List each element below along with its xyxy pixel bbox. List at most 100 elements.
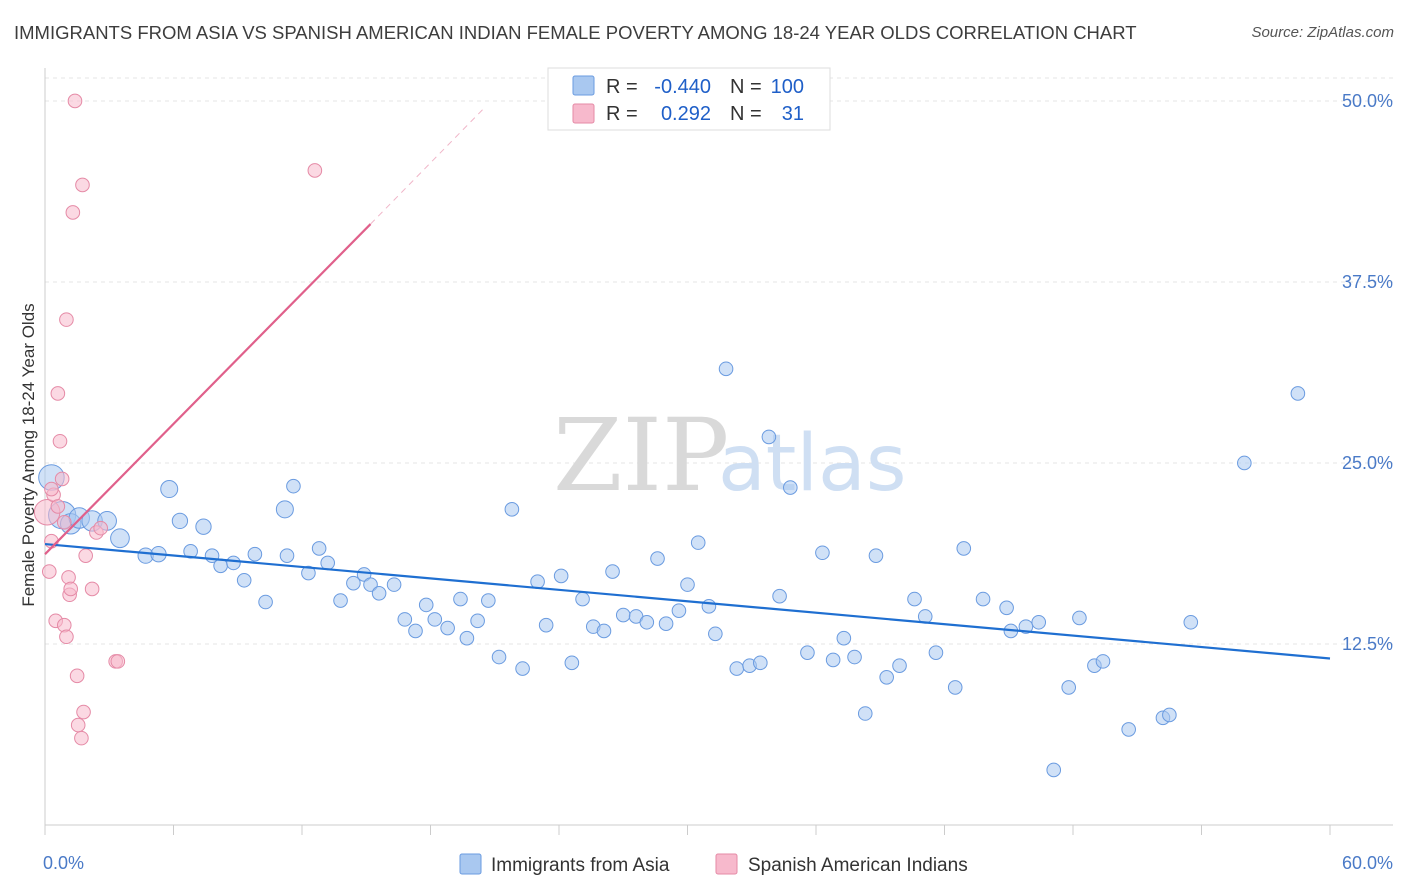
- point-immigrants-from-asia: [718, 361, 734, 377]
- point-immigrants-from-asia: [418, 597, 434, 613]
- point-immigrants-from-asia: [975, 591, 991, 607]
- legend-label-spanish-american-indians: Spanish American Indians: [748, 855, 968, 876]
- point-spanish-american-indians: [56, 515, 72, 530]
- point-immigrants-from-asia: [815, 545, 830, 561]
- point-spanish-american-indians: [76, 704, 91, 720]
- point-spanish-american-indians: [75, 177, 90, 193]
- point-immigrants-from-asia: [658, 616, 674, 632]
- point-spanish-american-indians: [41, 564, 57, 579]
- point-spanish-american-indians: [63, 581, 78, 597]
- point-spanish-american-indians: [78, 548, 93, 563]
- point-immigrants-from-asia: [226, 555, 241, 571]
- point-immigrants-from-asia: [453, 591, 468, 607]
- point-immigrants-from-asia: [596, 623, 612, 639]
- point-immigrants-from-asia: [195, 518, 212, 535]
- legend-n-value-spanish: 31: [782, 103, 804, 125]
- point-immigrants-from-asia: [279, 548, 295, 563]
- point-immigrants-from-asia: [311, 541, 327, 556]
- point-spanish-american-indians: [67, 93, 83, 109]
- point-immigrants-from-asia: [928, 645, 944, 660]
- x-tick-label: 60.0%: [1342, 853, 1393, 873]
- point-immigrants-from-asia: [236, 572, 252, 588]
- point-spanish-american-indians: [74, 730, 89, 746]
- point-immigrants-from-asia: [515, 661, 530, 676]
- watermark-zip: ZIP: [553, 397, 729, 514]
- y-tick-label: 50.0%: [1342, 91, 1393, 111]
- legend-swatch-asia: [572, 75, 595, 96]
- point-immigrants-from-asia: [729, 661, 745, 676]
- point-immigrants-from-asia: [836, 630, 852, 646]
- point-immigrants-from-asia: [650, 551, 665, 566]
- point-immigrants-from-asia: [868, 548, 884, 563]
- point-spanish-american-indians: [44, 481, 59, 497]
- grid-lines: [45, 77, 1393, 645]
- point-immigrants-from-asia: [615, 607, 631, 623]
- point-immigrants-from-asia: [1237, 455, 1252, 471]
- point-immigrants-from-asia: [564, 655, 580, 671]
- point-immigrants-from-asia: [553, 568, 569, 584]
- point-immigrants-from-asia: [440, 620, 455, 636]
- point-immigrants-from-asia: [1162, 707, 1177, 723]
- legend-box: [547, 67, 831, 131]
- point-immigrants-from-asia: [110, 528, 130, 549]
- point-spanish-american-indians: [93, 520, 108, 536]
- correlation-legend: R = -0.440 N = 100 R = 0.292 N = 31: [547, 67, 831, 131]
- legend-swatch-spanish: [572, 103, 595, 124]
- point-immigrants-from-asia: [371, 586, 387, 601]
- legend-r-label-asia: R =: [606, 76, 638, 98]
- y-tick-label: 12.5%: [1342, 634, 1393, 654]
- point-immigrants-from-asia: [639, 614, 655, 630]
- point-immigrants-from-asia: [275, 500, 294, 519]
- point-immigrants-from-asia: [907, 591, 922, 607]
- y-tick-labels: 12.5% 25.0% 37.5% 50.0%: [1342, 91, 1393, 654]
- legend-label-immigrants-from-asia: Immigrants from Asia: [491, 855, 670, 876]
- x-tick-label: 0.0%: [43, 853, 84, 873]
- point-immigrants-from-asia: [1046, 762, 1062, 778]
- point-immigrants-from-asia: [1290, 386, 1306, 401]
- legend-n-label-spanish: N =: [730, 103, 762, 125]
- legend-r-value-spanish: 0.292: [661, 103, 711, 125]
- point-immigrants-from-asia: [363, 577, 378, 592]
- point-immigrants-from-asia: [427, 612, 443, 627]
- point-immigrants-from-asia: [1095, 654, 1111, 669]
- trend-line-immigrants-from-asia: [44, 542, 1331, 660]
- point-spanish-american-indians: [59, 629, 74, 645]
- point-immigrants-from-asia: [800, 645, 815, 660]
- point-immigrants-from-asia: [783, 480, 798, 495]
- legend-n-value-asia: 100: [771, 76, 804, 98]
- point-spanish-american-indians: [110, 654, 126, 669]
- trend-line-spanish-american-indians: [44, 223, 372, 555]
- point-immigrants-from-asia: [286, 478, 301, 494]
- chart-source: Source: ZipAtlas.com: [1251, 24, 1394, 41]
- point-immigrants-from-asia: [397, 612, 413, 627]
- point-immigrants-from-asia: [1031, 614, 1047, 630]
- legend-swatch-immigrants-from-asia: [459, 853, 482, 875]
- point-immigrants-from-asia: [333, 593, 348, 608]
- point-immigrants-from-asia: [947, 680, 963, 695]
- y-axis-label: Female Poverty Among 18-24 Year Olds: [19, 303, 38, 606]
- watermark: ZIP atlas: [553, 397, 907, 514]
- point-immigrants-from-asia: [1183, 614, 1199, 630]
- point-immigrants-from-asia: [346, 575, 361, 591]
- point-immigrants-from-asia: [753, 655, 768, 671]
- point-spanish-american-indians: [54, 471, 70, 487]
- point-immigrants-from-asia: [605, 564, 620, 579]
- point-immigrants-from-asia: [825, 652, 841, 668]
- point-immigrants-from-asia: [160, 480, 179, 499]
- point-immigrants-from-asia: [301, 565, 316, 581]
- chart-title: IMMIGRANTS FROM ASIA VS SPANISH AMERICAN…: [14, 22, 1137, 43]
- point-immigrants-from-asia: [701, 599, 717, 614]
- point-immigrants-from-asia: [892, 658, 907, 674]
- point-immigrants-from-asia: [386, 577, 402, 592]
- point-spanish-american-indians: [65, 205, 81, 220]
- point-immigrants-from-asia: [857, 706, 873, 721]
- data-points: [33, 93, 1306, 778]
- point-immigrants-from-asia: [680, 577, 695, 592]
- point-immigrants-from-asia: [459, 630, 475, 646]
- point-immigrants-from-asia: [320, 555, 336, 571]
- point-immigrants-from-asia: [772, 588, 787, 604]
- point-immigrants-from-asia: [481, 593, 496, 608]
- point-spanish-american-indians: [50, 499, 66, 514]
- point-spanish-american-indians: [50, 386, 66, 401]
